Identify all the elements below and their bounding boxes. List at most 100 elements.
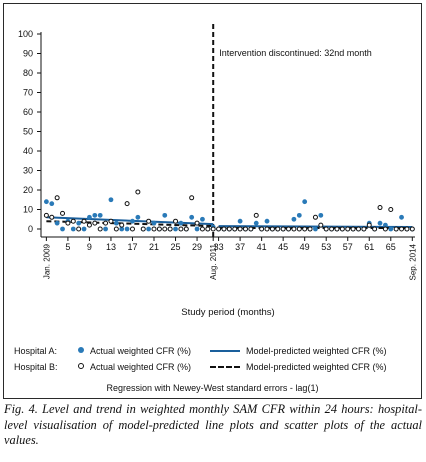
point-hospital-a: [81, 226, 87, 232]
point-hospital-b: [194, 220, 200, 226]
point-hospital-b: [140, 226, 146, 232]
point-hospital-b: [86, 222, 92, 228]
point-hospital-a: [130, 218, 135, 224]
point-hospital-a: [313, 226, 318, 232]
legend-dashed-line-icon: [210, 366, 240, 368]
point-hospital-b: [399, 226, 405, 232]
x-tick-label: 5: [65, 242, 70, 252]
point-hospital-b: [291, 226, 297, 232]
point-hospital-b: [70, 218, 76, 224]
point-hospital-a: [296, 212, 302, 218]
y-tick-label: 30: [23, 166, 33, 176]
point-hospital-a: [302, 199, 308, 205]
point-hospital-a: [146, 226, 152, 232]
point-hospital-b: [409, 226, 415, 232]
legend-group-label: Hospital A:: [14, 346, 58, 356]
point-hospital-b: [97, 226, 103, 232]
point-hospital-a: [237, 218, 243, 224]
figure-caption: Fig. 4. Level and trend in weighted mont…: [4, 402, 422, 447]
x-tick-label: 37: [235, 242, 245, 252]
point-hospital-a: [399, 214, 404, 220]
legend-group-label: Hospital B:: [14, 362, 58, 372]
point-hospital-b: [382, 226, 388, 232]
y-tick-label: 70: [23, 88, 33, 98]
point-hospital-b: [307, 226, 313, 232]
x-tick-label: 41: [257, 242, 267, 252]
x-axis-label: Study period (months): [181, 307, 274, 318]
point-hospital-a: [189, 214, 195, 220]
point-hospital-b: [296, 226, 302, 232]
point-hospital-b: [81, 218, 87, 224]
legend-scatter-label: Actual weighted CFR (%): [90, 346, 192, 356]
point-hospital-a: [264, 218, 270, 224]
legend-open-circle-icon: [78, 363, 84, 369]
point-hospital-a: [124, 226, 130, 232]
legend-filled-dot-icon: [78, 347, 84, 353]
point-hospital-b: [361, 226, 367, 232]
y-tick-label: 60: [23, 107, 33, 117]
point-hospital-b: [275, 226, 281, 232]
point-hospital-b: [312, 214, 318, 220]
point-hospital-a: [76, 220, 82, 226]
legend-row-hospital-b: Hospital B: Actual weighted CFR (%) Mode…: [14, 360, 412, 374]
x-tick-date-label: Aug. 2011: [209, 243, 218, 279]
point-hospital-b: [103, 220, 109, 226]
y-tick-label: 0: [28, 224, 33, 234]
x-tick-label: 25: [171, 242, 181, 252]
point-hospital-b: [393, 226, 399, 232]
point-hospital-b: [334, 226, 340, 232]
point-hospital-a: [49, 201, 55, 207]
point-hospital-b: [119, 222, 125, 228]
x-tick-label: 57: [343, 242, 353, 252]
point-hospital-b: [226, 226, 232, 232]
point-hospital-b: [108, 218, 114, 224]
point-hospital-a: [318, 212, 324, 218]
x-tick-label: 53: [321, 242, 331, 252]
x-tick-date-label: Jan. 2009: [42, 243, 51, 279]
point-hospital-a: [383, 222, 388, 228]
point-hospital-b: [377, 205, 383, 211]
point-hospital-b: [43, 212, 49, 218]
y-tick-label: 90: [23, 49, 33, 59]
x-tick-label: 65: [386, 242, 396, 252]
y-tick-label: 80: [23, 68, 33, 78]
point-hospital-b: [259, 226, 265, 232]
point-hospital-b: [372, 226, 378, 232]
point-hospital-b: [318, 222, 324, 228]
point-hospital-a: [194, 226, 200, 232]
point-hospital-a: [108, 197, 114, 203]
x-tick-label: 29: [192, 242, 202, 252]
point-hospital-b: [113, 226, 119, 232]
point-hospital-b: [199, 226, 205, 232]
x-tick-label: 33: [214, 242, 224, 252]
point-hospital-a: [119, 226, 125, 232]
point-hospital-b: [221, 226, 227, 232]
point-hospital-b: [329, 226, 335, 232]
point-hospital-b: [65, 220, 71, 226]
x-tick-date-label: Sep. 2014: [408, 243, 417, 280]
x-tick-label: 13: [106, 242, 116, 252]
y-tick-label: 10: [23, 205, 33, 215]
point-hospital-a: [151, 220, 157, 226]
point-hospital-b: [205, 226, 211, 232]
point-hospital-b: [339, 226, 345, 232]
point-hospital-a: [87, 214, 92, 220]
point-hospital-b: [151, 226, 157, 232]
point-hospital-b: [54, 195, 60, 201]
point-hospital-b: [60, 210, 66, 216]
point-hospital-a: [70, 226, 76, 232]
point-hospital-a: [388, 226, 394, 232]
point-hospital-a: [43, 199, 49, 205]
point-hospital-b: [146, 218, 152, 224]
point-hospital-b: [286, 226, 292, 232]
point-hospital-b: [242, 226, 248, 232]
point-hospital-a: [173, 226, 178, 232]
regression-note: Regression with Newey-West standard erro…: [106, 383, 319, 393]
point-hospital-b: [210, 226, 216, 232]
point-hospital-b: [124, 201, 130, 207]
point-hospital-a: [135, 214, 141, 220]
point-hospital-b: [350, 226, 356, 232]
point-hospital-b: [156, 226, 162, 232]
point-hospital-b: [129, 226, 135, 232]
point-hospital-b: [388, 207, 394, 212]
